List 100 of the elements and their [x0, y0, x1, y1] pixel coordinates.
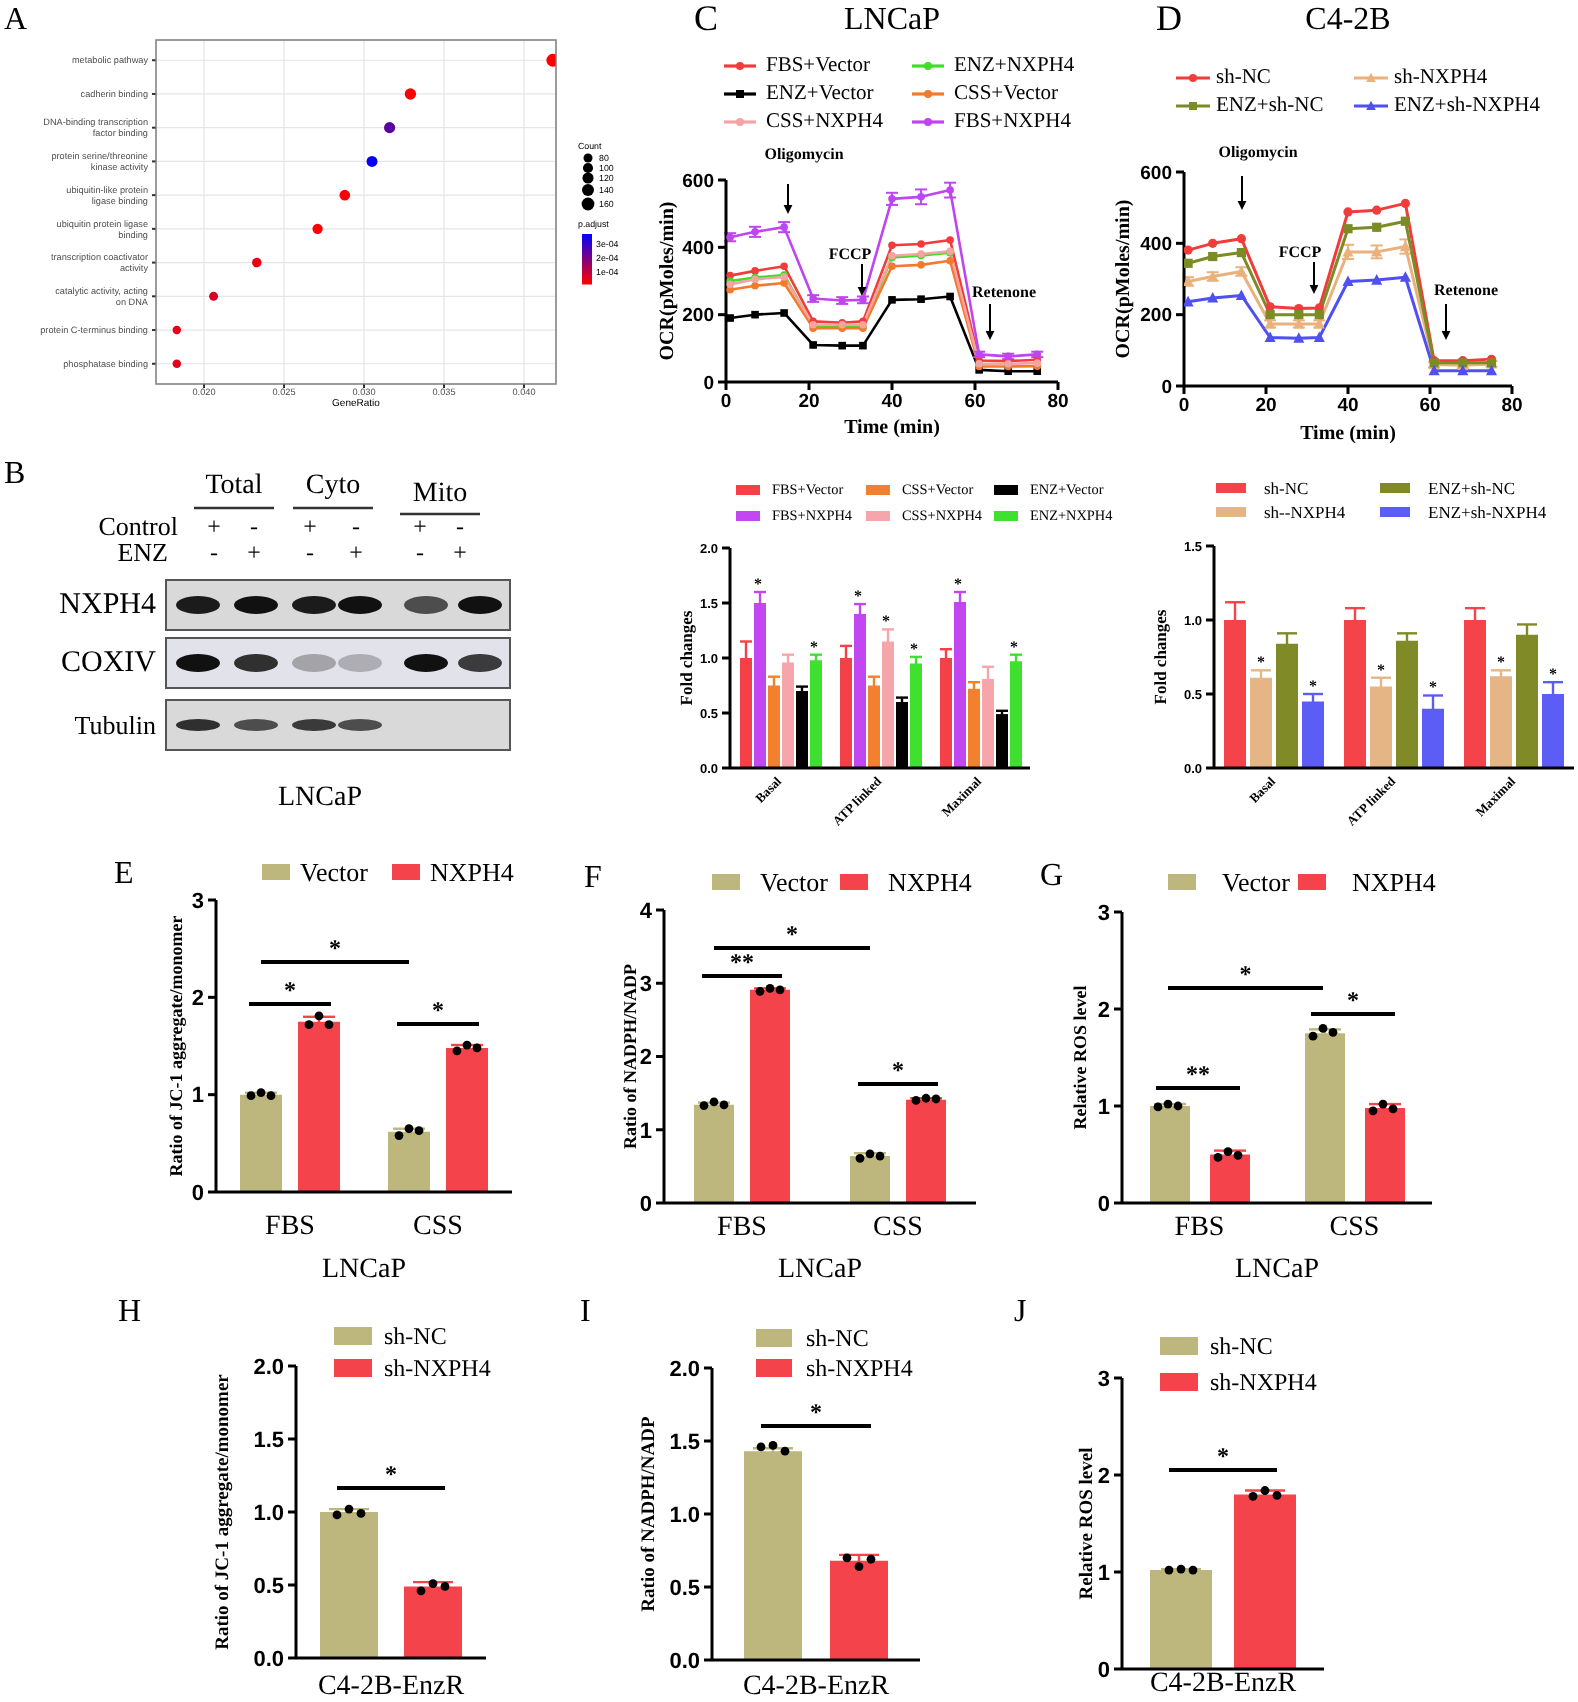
text: I [580, 1295, 591, 1329]
annotation: FCCP [1278, 243, 1322, 261]
legend-label: sh-NC [1264, 478, 1310, 498]
y-tick-label: 1 [1097, 1561, 1110, 1586]
x-tick-label: 60 [1419, 395, 1441, 418]
data-label: * [1497, 653, 1505, 672]
data-label: * [1309, 677, 1317, 695]
x-axis-title: Time (min) [844, 417, 940, 439]
y-tick-label: 1.5 [669, 1430, 700, 1455]
legend-label: ENZ+Vector [766, 83, 875, 105]
y-tick-label: 600 [682, 170, 714, 193]
y-tick-label: 1 [1097, 1095, 1110, 1120]
x-tick-label: FBS [1174, 1212, 1225, 1243]
y-axis-title: Ratio of JC-1 aggregate/monomer [214, 1372, 234, 1650]
y-tick-label: 2.0 [669, 1357, 700, 1382]
legend-label: sh-NC [806, 1324, 869, 1352]
y-tick-label: 1.0 [253, 1501, 284, 1526]
y-tick-label: 1.5 [253, 1428, 284, 1453]
y-tick-label: 400 [1140, 234, 1172, 257]
x-tick-label: FBS [265, 1211, 315, 1242]
x-tick-label: 40 [1337, 395, 1359, 418]
annotation: * [385, 1460, 397, 1488]
text: E [114, 857, 134, 891]
text: J [1014, 1295, 1027, 1329]
annotation: Retenone [1434, 281, 1499, 299]
y-tick-label: 3 [639, 973, 652, 998]
annotation: * [1347, 986, 1359, 1014]
text: + [413, 512, 427, 540]
legend-label: sh-NC [1210, 1332, 1273, 1360]
data-label: * [1257, 653, 1265, 672]
text: + [349, 538, 363, 566]
y-tick-label: 0 [1097, 1192, 1110, 1217]
annotation: * [892, 1056, 904, 1084]
data-label: * [882, 612, 890, 631]
annotation: * [1239, 960, 1252, 988]
category-label: NXPH4 [59, 589, 156, 621]
data-label: * [1549, 665, 1557, 684]
x-tick-label: C4-2B-EnzR [317, 1671, 466, 1702]
category-label: Total [205, 471, 263, 501]
legend-label: ENZ+sh-NC [1216, 95, 1324, 117]
text: - [456, 512, 464, 540]
y-tick-label: 2 [639, 1046, 652, 1071]
legend-label: Vector [300, 857, 370, 887]
data-label: * [954, 575, 962, 593]
category-label: Mito [412, 479, 468, 509]
text: - [416, 538, 424, 566]
text: + [453, 538, 467, 566]
legend-label: ENZ+NXPH4 [954, 55, 1076, 77]
legend-label: FBS+NXPH4 [954, 111, 1073, 133]
legend-label: ENZ+sh-NXPH4 [1428, 502, 1548, 522]
annotation: * [432, 996, 444, 1024]
y-tick-label: 600 [1140, 162, 1172, 185]
y-tick-label: 200 [682, 305, 714, 328]
text: + [303, 512, 317, 540]
text: Oligomycin [1218, 143, 1299, 161]
y-axis-title: Ratio of NADPH/NADP [620, 963, 640, 1149]
category-label: Tubulin [74, 710, 156, 740]
legend-label: FBS+Vector [766, 55, 872, 77]
y-axis-title: Fold changes [676, 609, 696, 706]
legend-label: sh-NXPH4 [806, 1354, 913, 1382]
text: A [4, 3, 28, 37]
y-tick-label: 1.0 [669, 1503, 700, 1528]
text: B [4, 457, 26, 491]
chart-title: C4-2B [1305, 3, 1391, 37]
annotation: FCCP [828, 245, 872, 263]
x-tick-label: CSS [873, 1212, 923, 1243]
annotation: ** [730, 948, 754, 976]
annotation: * [810, 1398, 822, 1426]
text: + [247, 538, 261, 566]
text: F [584, 861, 602, 895]
text: - [210, 538, 218, 566]
data-label: * [1377, 660, 1385, 679]
data-label: * [810, 637, 818, 656]
legend-label: sh-NXPH4 [384, 1354, 491, 1382]
text: - [250, 512, 258, 540]
data-label: * [854, 587, 862, 606]
x-tick-label: 40 [881, 391, 903, 414]
y-tick-label: 1 [639, 1119, 652, 1144]
legend-label: CSS+Vector [954, 83, 1060, 105]
legend-label: sh-NXPH4 [1210, 1368, 1317, 1396]
x-axis-title: LNCaP [1235, 1255, 1320, 1285]
legend-label: sh--NXPH4 [1264, 502, 1347, 522]
x-tick-label: 60 [964, 391, 986, 414]
y-axis-title: Ratio of NADPH/NADP [640, 1416, 660, 1612]
y-tick-label: 0 [191, 1181, 204, 1206]
x-tick-label: C4-2B-EnzR [1149, 1668, 1298, 1699]
text: G [1040, 859, 1064, 893]
x-axis-title: LNCaP [322, 1255, 407, 1285]
y-tick-label: 3 [1097, 901, 1110, 926]
text: - [352, 512, 360, 540]
x-tick-label: 20 [1255, 395, 1277, 418]
y-axis-title: OCR(pMoles/min) [657, 201, 679, 361]
x-tick-label: 80 [1047, 391, 1069, 414]
y-tick-label: 200 [1140, 305, 1172, 328]
legend-label: sh-NC [384, 1322, 447, 1350]
y-tick-label: 0.0 [669, 1649, 700, 1674]
category-label: ENZ [117, 537, 168, 567]
annotation: * [329, 934, 341, 962]
x-tick-label: C4-2B-EnzR [742, 1671, 891, 1702]
chart-title: LNCaP [844, 3, 941, 37]
